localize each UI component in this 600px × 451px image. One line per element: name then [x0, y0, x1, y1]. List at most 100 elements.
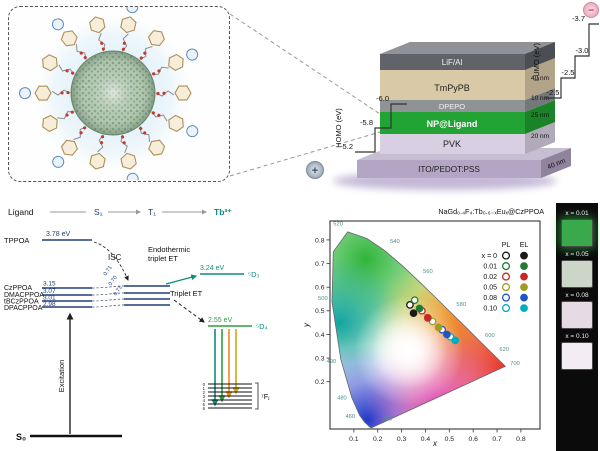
legend-pl-marker	[501, 283, 511, 292]
minus-symbol: −	[588, 6, 594, 17]
benzene-ring-icon	[148, 139, 166, 156]
ligand	[19, 85, 71, 101]
x-tick-label: 0.1	[349, 436, 359, 443]
x-tick-label: 0.8	[516, 436, 526, 443]
y-axis-label: y	[302, 322, 311, 328]
benzene-ring-icon	[42, 54, 58, 72]
lumo-value: -2.5	[562, 68, 575, 77]
lumo-value: -2.5	[547, 88, 560, 97]
dpepo-front-face	[380, 100, 525, 112]
tmpypb-side-face	[525, 58, 555, 100]
fj-number: 2	[203, 390, 206, 395]
x-tick-label: 0.3	[397, 436, 407, 443]
device-stack-diagram: LiF/Al TmPyPB DPEPO NP@Ligand PVK ITO/PE…	[306, 2, 599, 190]
legend-pl-marker	[501, 304, 511, 313]
y-tick-label: 0.5	[315, 308, 325, 315]
isc-curve	[91, 298, 125, 302]
y-tick-label: 0.8	[315, 237, 325, 244]
legend-row-label: 0.08	[483, 295, 497, 302]
ito-side-shade	[541, 148, 571, 178]
ligand-end-circle-icon	[186, 48, 199, 61]
thickness-label: 20 nm	[531, 133, 549, 140]
oxygen-dot-icon	[71, 71, 75, 75]
oxygen-dot-icon	[79, 131, 83, 135]
cie-legend: PL EL x = 0 0.01 0.02 0.05 0.08 0.10	[482, 242, 529, 313]
device-photo	[561, 301, 593, 329]
layer-label: LiF/Al	[442, 58, 463, 67]
dpepo-side-shade	[525, 88, 555, 112]
oxygen-dot-icon	[120, 135, 125, 139]
dpepo-side-face	[525, 88, 555, 112]
d4-label: ⁵D₄	[256, 322, 268, 331]
ligand	[89, 16, 106, 52]
energy-level-diagram: Ligand S₁ T₁ Tb³⁺ TPPOA 3.78 eV ISC CzPP…	[4, 207, 270, 442]
y-tick-label: 0.4	[315, 332, 325, 339]
cie-point-el	[434, 323, 443, 332]
legend-row-label: 0.02	[483, 274, 497, 281]
benzene-ring-icon	[174, 85, 192, 101]
x-tick-label: 0.2	[373, 436, 383, 443]
pvk-side-face	[525, 122, 555, 154]
ligand	[51, 18, 87, 60]
ligand-name: CzPPOA	[4, 285, 32, 292]
ligand-value: 2.98	[43, 301, 56, 308]
oxygen-dot-icon	[100, 135, 105, 139]
cie-point-el	[443, 330, 451, 339]
ligand-name: tBCzPPOA	[4, 299, 39, 306]
legend-el-marker	[520, 251, 528, 260]
header-t1: T₁	[148, 207, 156, 217]
layer-label: PVK	[443, 139, 461, 149]
oxygen-dot-icon	[65, 69, 69, 73]
device-photo-cell: x = 0.10	[561, 329, 593, 370]
cie-point-el	[415, 304, 424, 313]
cathode-minus-icon	[583, 2, 599, 18]
ligand-end-circle-icon	[126, 172, 139, 180]
legend-el-marker	[520, 262, 528, 270]
wavelength-label: 700	[510, 361, 520, 367]
y-tick-label: 0.3	[315, 355, 325, 362]
ligand-end-circle-icon	[52, 155, 65, 168]
wavelength-label: 380	[382, 416, 392, 422]
oxygen-dot-icon	[101, 47, 105, 51]
lifal-side-shade	[525, 42, 555, 70]
legend-column-pl: PL	[502, 242, 511, 249]
lifal-side-face	[525, 42, 555, 70]
homo-axis-label: HOMO (eV)	[334, 108, 343, 148]
excitation-label: Excitation	[57, 360, 66, 393]
legend-pl-marker	[501, 251, 511, 260]
ligand	[155, 85, 192, 101]
oxygen-dot-icon	[162, 91, 166, 95]
cie-point-pl	[410, 296, 419, 305]
device-photo	[561, 219, 593, 247]
oxygen-dot-icon	[122, 141, 126, 145]
oxygen-dot-icon	[65, 113, 69, 117]
y-tick-label: 0.7	[315, 261, 325, 268]
ligand-name: TPPOA	[4, 236, 29, 245]
nanoparticle-shading	[71, 51, 155, 135]
legend-pl-marker	[501, 272, 511, 281]
legend-column-el: EL	[520, 242, 529, 249]
oxygen-dot-icon	[66, 90, 70, 95]
benzene-ring-icon	[34, 85, 52, 101]
legend-el-marker	[520, 304, 528, 312]
wavelength-label: 540	[390, 239, 400, 245]
lifal-top-highlight	[380, 42, 555, 54]
wavelength-label: 560	[423, 269, 433, 275]
ligand	[151, 111, 199, 138]
oxygen-dot-icon	[139, 56, 143, 60]
cie-point-el	[451, 336, 460, 345]
pvk-side-shade	[525, 122, 555, 154]
wavelength-label: 490	[327, 359, 337, 365]
benzene-ring-icon	[168, 53, 184, 72]
fj-number: 6	[203, 406, 206, 411]
d3-label: ⁵D₃	[248, 270, 260, 279]
endothermic-et-arrow	[165, 274, 198, 285]
oxygen-dot-icon	[83, 55, 87, 60]
isc-curve	[91, 292, 125, 296]
oxygen-dot-icon	[100, 41, 104, 45]
np-layer-side-face	[525, 100, 555, 134]
oxygen-dot-icon	[122, 41, 127, 45]
benzene-ring-icon	[147, 30, 166, 47]
ligand-value: 3.01	[43, 295, 56, 302]
homo-staircase	[355, 103, 407, 153]
